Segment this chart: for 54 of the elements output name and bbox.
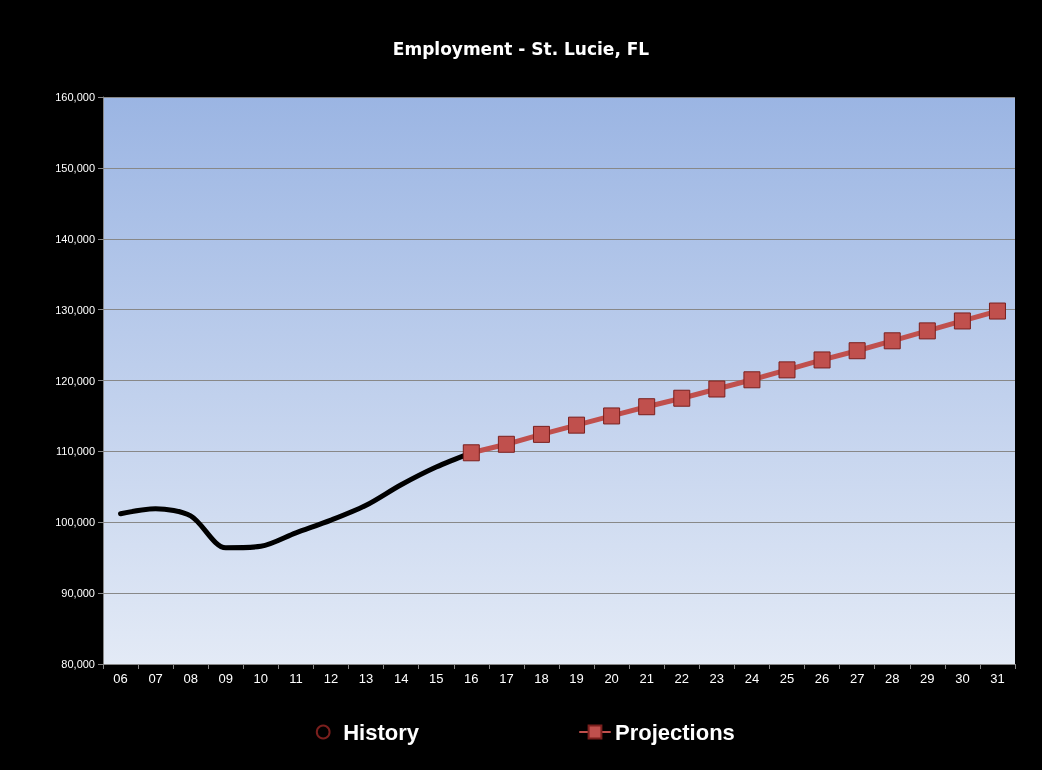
x-tick-label: 29 — [920, 671, 935, 686]
x-tick-label: 13 — [358, 671, 374, 686]
y-tick-label: 90,000 — [61, 587, 95, 600]
legend-label: History — [343, 719, 420, 745]
y-tick-label: 130,000 — [55, 303, 95, 316]
x-tick-label: 19 — [569, 671, 584, 686]
y-tick-label: 160,000 — [55, 91, 95, 103]
point — [638, 398, 656, 416]
x-tick-label: 12 — [323, 671, 339, 686]
y-tick-label: 100,000 — [55, 516, 95, 529]
y-tick-label: 80,000 — [61, 658, 95, 670]
x-tick-label: 26 — [814, 671, 830, 686]
point — [918, 322, 936, 340]
point — [708, 380, 726, 398]
x-tick-label: 14 — [393, 671, 409, 686]
x-tick-label: 22 — [674, 671, 689, 686]
x-tick-label: 23 — [709, 671, 725, 686]
point — [848, 342, 866, 360]
x-tick-label: 24 — [744, 671, 760, 686]
point — [953, 312, 971, 330]
x-tick-label: 08 — [183, 671, 198, 686]
x-tick-label: 11 — [289, 671, 303, 686]
x-tick-label: 07 — [148, 671, 163, 686]
x-tick-label: 16 — [464, 671, 479, 686]
x-tick-label: 21 — [639, 671, 654, 686]
point — [988, 302, 1006, 320]
y-tick-label: 150,000 — [55, 161, 95, 174]
point — [883, 332, 901, 350]
x-tick-label: 28 — [885, 671, 900, 686]
y-tick-label: 140,000 — [55, 232, 95, 245]
x-tick-label: 15 — [429, 671, 444, 686]
point — [497, 435, 515, 453]
point — [673, 389, 691, 407]
x-tick-label: 20 — [604, 671, 619, 686]
point — [568, 416, 586, 434]
y-tick-label: 120,000 — [55, 374, 95, 387]
x-tick-label: 06 — [113, 671, 128, 686]
x-tick-label: 25 — [779, 671, 795, 686]
x-tick-label: 18 — [534, 671, 549, 686]
point — [743, 371, 761, 389]
x-tick-label: 30 — [955, 671, 970, 686]
chart-title: Employment - St. Lucie, FL — [392, 38, 650, 59]
y-tick-label: 110,000 — [56, 445, 95, 458]
point — [813, 351, 831, 369]
legend-label: Projections — [614, 719, 735, 745]
point — [462, 444, 480, 462]
x-tick-label: 09 — [218, 671, 233, 686]
x-tick-label: 27 — [849, 671, 865, 686]
point — [532, 425, 550, 443]
x-tick-label: 10 — [253, 671, 269, 686]
point — [778, 361, 796, 379]
point — [603, 407, 621, 425]
x-tick-label: 31 — [990, 671, 1005, 686]
x-tick-label: 17 — [499, 671, 514, 686]
